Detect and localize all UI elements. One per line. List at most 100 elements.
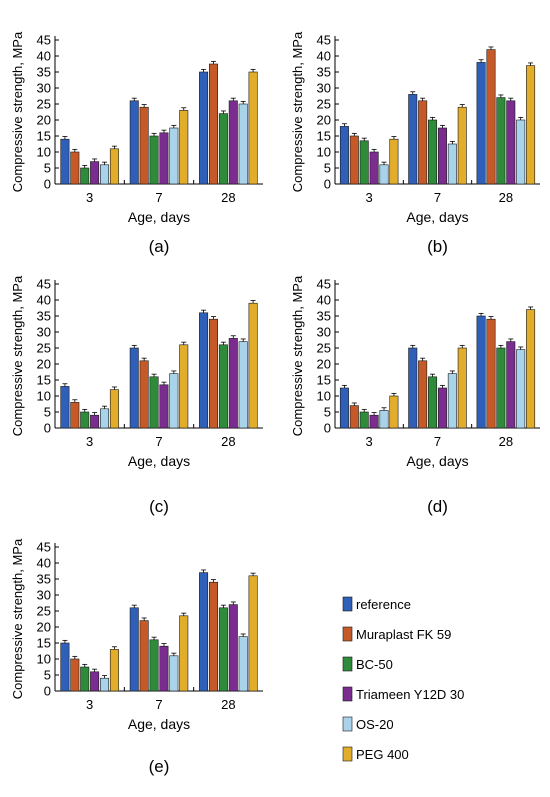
x-tick-label: 28	[221, 434, 235, 449]
bar	[349, 405, 359, 429]
bar	[169, 127, 179, 185]
bar	[526, 65, 536, 185]
bar	[238, 341, 248, 429]
x-tick-label: 3	[86, 434, 93, 449]
bar	[516, 349, 526, 429]
bar	[208, 318, 218, 429]
bar	[129, 347, 139, 429]
y-tick-label: 5	[44, 668, 51, 683]
y-axis-title: Compressive strength, MPa	[10, 538, 25, 699]
bar	[80, 411, 90, 429]
x-axis-title: Age, days	[406, 209, 468, 225]
bar	[80, 167, 90, 185]
bar	[506, 100, 516, 185]
panel-caption: (b)	[427, 237, 448, 256]
y-axis-title: Compressive strength, MPa	[10, 275, 25, 436]
y-axis-title: Compressive strength, MPa	[10, 31, 25, 192]
y-tick-label: 35	[37, 65, 51, 80]
bar	[408, 94, 418, 185]
bar	[476, 62, 486, 185]
bar	[90, 414, 100, 429]
legend-swatch	[342, 746, 353, 762]
y-tick-label: 20	[317, 357, 331, 372]
bar	[369, 414, 379, 429]
x-tick-label: 7	[434, 434, 441, 449]
legend-swatch	[342, 686, 353, 702]
bar	[437, 127, 447, 185]
x-tick-label: 3	[366, 434, 373, 449]
y-tick-label: 40	[37, 49, 51, 64]
bar	[100, 164, 110, 185]
bar	[339, 126, 349, 185]
y-tick-label: 0	[324, 421, 331, 436]
bar	[70, 151, 80, 185]
legend-swatch	[342, 656, 353, 672]
bar	[418, 360, 428, 429]
bar	[428, 376, 438, 429]
bar	[149, 135, 159, 185]
y-tick-label: 20	[317, 113, 331, 128]
y-tick-label: 20	[37, 620, 51, 635]
legend-label: OS-20	[356, 717, 394, 732]
x-tick-label: 28	[499, 190, 513, 205]
bar	[199, 71, 209, 185]
y-tick-label: 0	[44, 684, 51, 699]
y-tick-label: 15	[37, 129, 51, 144]
bar	[389, 395, 399, 429]
bar	[496, 347, 506, 429]
legend-swatch	[342, 626, 353, 642]
x-tick-label: 7	[155, 190, 162, 205]
bar	[169, 373, 179, 429]
bar	[496, 97, 506, 185]
bar	[486, 49, 496, 185]
bar	[208, 63, 218, 185]
bar	[359, 140, 369, 185]
bar	[228, 338, 238, 429]
y-tick-label: 30	[37, 325, 51, 340]
bar	[100, 677, 110, 692]
y-tick-label: 15	[37, 373, 51, 388]
y-tick-label: 35	[37, 309, 51, 324]
bar	[218, 344, 228, 429]
bar	[228, 604, 238, 692]
bar	[408, 347, 418, 429]
bar	[159, 132, 169, 185]
bar	[149, 639, 159, 692]
x-tick-label: 3	[86, 697, 93, 712]
y-tick-label: 10	[37, 652, 51, 667]
legend-label: PEG 400	[356, 747, 409, 762]
bar	[199, 312, 209, 429]
y-tick-label: 5	[44, 405, 51, 420]
bar	[100, 408, 110, 429]
x-tick-label: 7	[155, 434, 162, 449]
y-tick-label: 0	[44, 177, 51, 192]
x-tick-label: 28	[499, 434, 513, 449]
y-tick-label: 25	[37, 604, 51, 619]
x-axis-title: Age, days	[128, 209, 190, 225]
bar	[457, 106, 467, 185]
bar	[218, 113, 228, 185]
bar	[248, 575, 258, 692]
bar	[90, 671, 100, 692]
bar	[60, 138, 70, 185]
bar	[349, 135, 359, 185]
y-tick-label: 20	[37, 113, 51, 128]
bar	[369, 151, 379, 185]
bar	[339, 387, 349, 429]
y-tick-label: 10	[317, 145, 331, 160]
y-tick-label: 0	[324, 177, 331, 192]
bar	[109, 649, 119, 692]
bar	[109, 389, 119, 429]
bar	[70, 402, 80, 429]
bar	[199, 572, 209, 692]
bar	[428, 119, 438, 185]
y-tick-label: 25	[37, 341, 51, 356]
legend: reference Muraplast FK 59 BC-50 Triameen Y1…	[342, 596, 464, 762]
bar	[447, 373, 457, 429]
y-tick-label: 40	[317, 293, 331, 308]
y-tick-label: 5	[44, 161, 51, 176]
x-tick-label: 28	[221, 697, 235, 712]
bar	[238, 103, 248, 185]
